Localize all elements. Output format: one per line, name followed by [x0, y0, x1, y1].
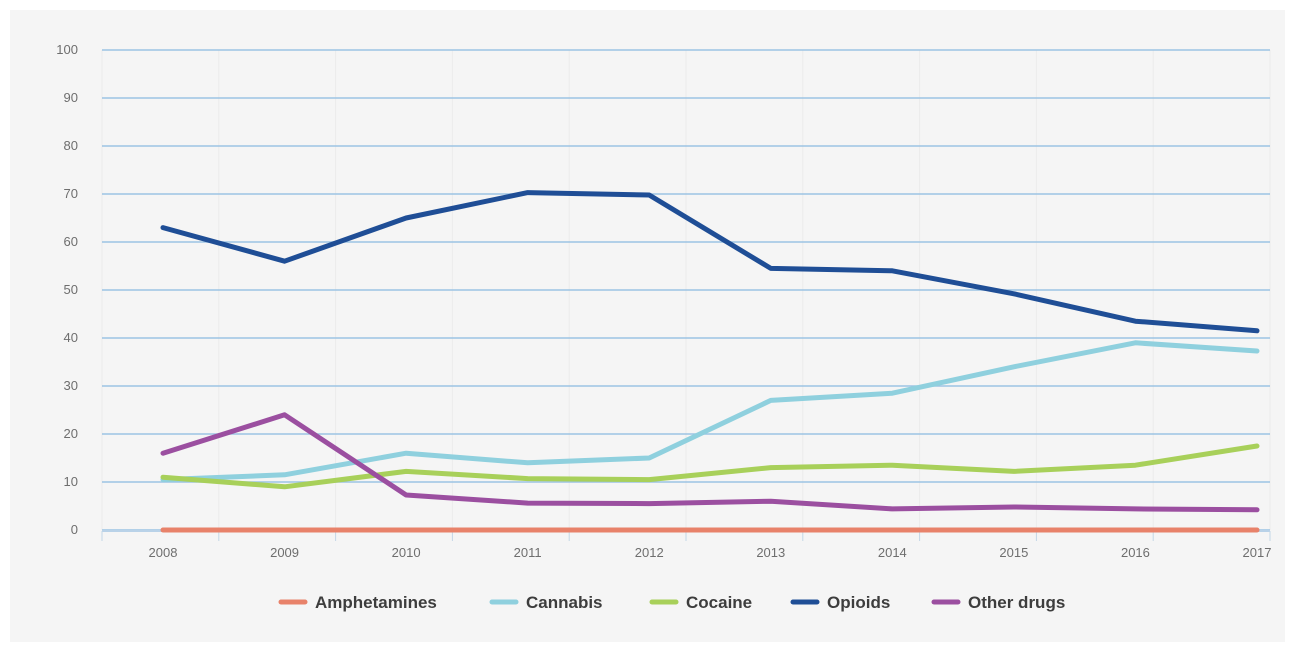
legend-item-amphetamines[interactable]: Amphetamines: [278, 593, 437, 612]
legend-label: Cannabis: [526, 593, 603, 612]
legend-item-opioids[interactable]: Opioids: [790, 593, 890, 612]
x-tick-label: 2012: [635, 545, 664, 560]
x-tick-label: 2011: [514, 545, 542, 560]
legend-label: Opioids: [827, 593, 890, 612]
chart-panel: [10, 10, 1285, 642]
y-tick-label: 0: [71, 522, 78, 537]
legend-label: Cocaine: [686, 593, 752, 612]
y-tick-label: 50: [64, 282, 78, 297]
gridlines: [101, 49, 1271, 531]
series-line-cannabis: [160, 340, 1260, 483]
y-tick-label: 70: [64, 186, 78, 201]
x-tick-label: 2008: [149, 545, 178, 560]
series-line-cocaine: [160, 443, 1260, 490]
x-tick-label: 2010: [392, 545, 421, 560]
legend-item-cannabis[interactable]: Cannabis: [489, 593, 603, 612]
legend-label: Amphetamines: [315, 593, 437, 612]
y-tick-label: 90: [64, 90, 78, 105]
legend: Amphetamines Cannabis Cocaine Opioids Other …: [278, 593, 1065, 612]
legend-item-other-drugs[interactable]: Other drugs: [931, 593, 1065, 612]
y-axis: 0 10 20 30 40 50 60 70 80 90 100: [56, 42, 78, 537]
legend-label: Other drugs: [968, 593, 1065, 612]
y-tick-label: 40: [64, 330, 78, 345]
x-tick-label: 2009: [270, 545, 299, 560]
y-tick-label: 100: [56, 42, 78, 57]
x-axis: 2008 2009 2010 2011 2012 2013 2014 2015 2016 2017: [101, 530, 1272, 560]
x-tick-label: 2016: [1121, 545, 1150, 560]
y-tick-label: 30: [64, 378, 78, 393]
x-tick-label: 2015: [999, 545, 1028, 560]
y-tick-label: 60: [64, 234, 78, 249]
legend-item-cocaine[interactable]: Cocaine: [649, 593, 752, 612]
series-line-opioids: [160, 190, 1260, 334]
y-tick-label: 10: [64, 474, 78, 489]
x-tick-label: 2013: [756, 545, 785, 560]
x-tick-label: 2014: [878, 545, 907, 560]
series-lines: [160, 190, 1260, 533]
series-line-other-drugs: [160, 412, 1260, 513]
x-tick-label: 2017: [1243, 545, 1272, 560]
y-tick-label: 80: [64, 138, 78, 153]
y-tick-label: 20: [64, 426, 78, 441]
